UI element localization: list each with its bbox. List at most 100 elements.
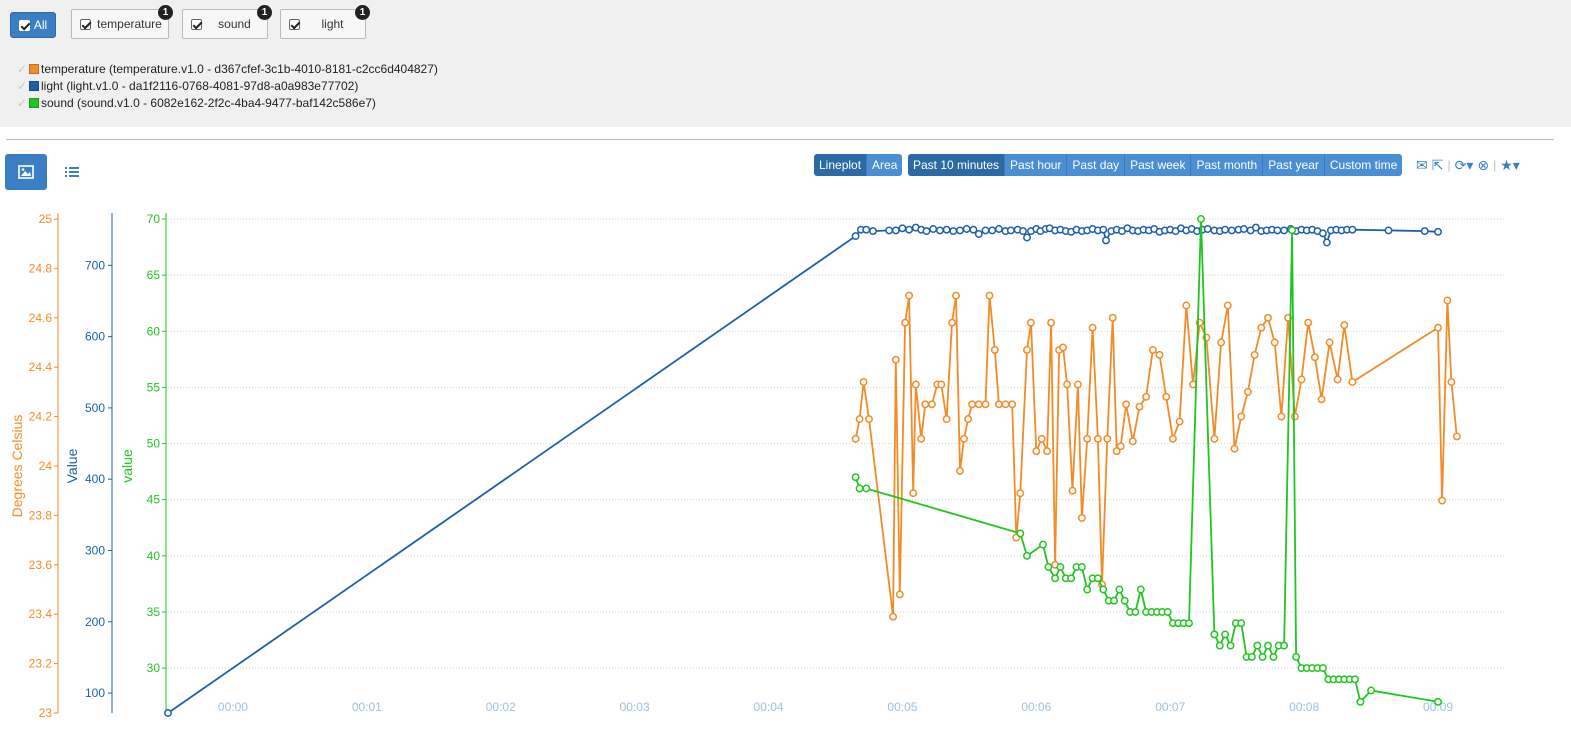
light-point: [1221, 225, 1230, 234]
past-month-button[interactable]: Past month: [1191, 154, 1264, 176]
sound-point: [1016, 529, 1025, 538]
light-point: [1313, 227, 1322, 236]
light-point: [981, 226, 990, 235]
y-tick-label: 24.2: [29, 410, 53, 424]
light-point: [1286, 225, 1295, 233]
light-point: [1292, 227, 1301, 236]
temperature-point: [1333, 375, 1342, 384]
all-checkbox[interactable]: [18, 19, 30, 31]
sound-point: [1120, 596, 1129, 605]
sound-point: [1158, 608, 1167, 616]
light-point: [1123, 224, 1132, 233]
temperature-point: [1304, 318, 1313, 327]
legend-item-sound[interactable]: ✓ sound (sound.v1.0 - 6082e162-2f2c-4ba4…: [17, 94, 438, 111]
legend-item-light[interactable]: ✓ light (light.v1.0 - da1f2116-0768-4081…: [17, 77, 438, 94]
light-point: [1262, 226, 1271, 235]
light-point: [1041, 225, 1050, 233]
temperature-point: [1290, 412, 1299, 421]
temperature-point: [1310, 353, 1319, 362]
x-tick-label: 00:09: [1423, 700, 1453, 714]
light-point: [1251, 223, 1260, 232]
light-point: [1056, 225, 1065, 234]
list-view-button[interactable]: [52, 154, 92, 190]
sound-point: [1099, 585, 1108, 594]
sound-series-line: [854, 218, 1439, 704]
custom-time-button[interactable]: Custom time: [1324, 154, 1403, 176]
temperature-point: [1128, 437, 1137, 446]
count-badge: 1: [355, 5, 370, 20]
temperature-point: [851, 434, 860, 443]
light-point: [1257, 227, 1266, 236]
light-point: [1318, 229, 1327, 238]
temperature-point: [905, 291, 914, 300]
past-year-button[interactable]: Past year: [1263, 154, 1325, 176]
sound-point: [1210, 630, 1219, 639]
light-point: [1434, 227, 1442, 236]
temperature-point: [1098, 580, 1106, 589]
temperature-point: [1277, 412, 1286, 421]
past-day-button[interactable]: Past day: [1067, 154, 1126, 176]
series-legend: ✓ temperature (temperature.v1.0 - d367cf…: [17, 60, 438, 111]
filter-light[interactable]: light 1: [280, 5, 370, 39]
light-point: [1144, 226, 1153, 235]
sound-point: [1345, 675, 1354, 684]
filter-sound[interactable]: sound 1: [182, 5, 272, 39]
sound-point: [1247, 652, 1256, 661]
sound-point: [1077, 563, 1086, 571]
filter-temperature[interactable]: temperature 1: [71, 5, 173, 39]
temperature-point: [1230, 444, 1239, 453]
y-tick-label: 60: [147, 324, 161, 338]
temperature-point: [942, 415, 951, 424]
light-point: [949, 227, 958, 236]
temperature-point: [1317, 395, 1326, 404]
sound-checkbox[interactable]: [191, 18, 202, 30]
sound-point: [1104, 596, 1113, 605]
light-point: [962, 225, 971, 233]
temperature-point: [1083, 434, 1092, 443]
separator: |: [1447, 158, 1451, 172]
envelope-icon[interactable]: ✉: [1416, 156, 1428, 173]
temperature-point: [895, 590, 904, 599]
light-checkbox[interactable]: [289, 18, 300, 30]
light-point: [1297, 225, 1306, 234]
y-tick-label: 70: [147, 212, 161, 226]
temperature-point: [1008, 400, 1017, 409]
light-point: [1093, 226, 1102, 235]
temperature-point: [1135, 402, 1144, 411]
stop-icon[interactable]: ⊗: [1477, 156, 1490, 173]
light-point: [1210, 226, 1219, 235]
temperature-point: [1032, 447, 1041, 456]
area-button[interactable]: Area: [867, 154, 903, 176]
chart-view-button[interactable]: [5, 154, 47, 190]
past-10-minutes-button[interactable]: Past 10 minutes: [908, 154, 1006, 176]
temperature-point: [1175, 417, 1184, 426]
temperature-point: [1073, 380, 1082, 389]
light-point: [851, 232, 860, 241]
all-toggle-button[interactable]: All: [10, 12, 56, 38]
temperature-point: [1195, 318, 1204, 327]
lineplot-button[interactable]: Lineplot: [814, 154, 868, 176]
past-hour-button[interactable]: Past hour: [1005, 154, 1068, 176]
light-point: [1215, 227, 1224, 236]
light-point: [885, 226, 894, 235]
temperature-checkbox[interactable]: [80, 18, 91, 30]
count-badge: 1: [257, 5, 272, 20]
temperature-series-line: [854, 295, 1458, 617]
legend-item-temperature[interactable]: ✓ temperature (temperature.v1.0 - d367cf…: [17, 60, 438, 77]
light-point: [1139, 225, 1148, 234]
sound-point: [1253, 641, 1262, 650]
temperature-point: [1047, 318, 1056, 327]
x-tick-label: 00:07: [1155, 700, 1185, 714]
filter-panel: All temperature 1 sound 1 light 1 ✓ temp…: [0, 0, 1571, 127]
light-point: [974, 230, 983, 238]
refresh-icon[interactable]: ⟳▾: [1454, 156, 1474, 173]
light-point: [929, 225, 938, 233]
temperature-point: [1243, 387, 1252, 396]
past-week-button[interactable]: Past week: [1125, 154, 1192, 176]
share-icon[interactable]: ⇱: [1431, 156, 1444, 173]
temperature-point: [937, 380, 946, 389]
y-tick-label: 24.4: [29, 360, 53, 374]
temperature-point: [964, 415, 973, 424]
star-icon[interactable]: ★▾: [1500, 156, 1520, 173]
sound-point: [1061, 574, 1070, 583]
